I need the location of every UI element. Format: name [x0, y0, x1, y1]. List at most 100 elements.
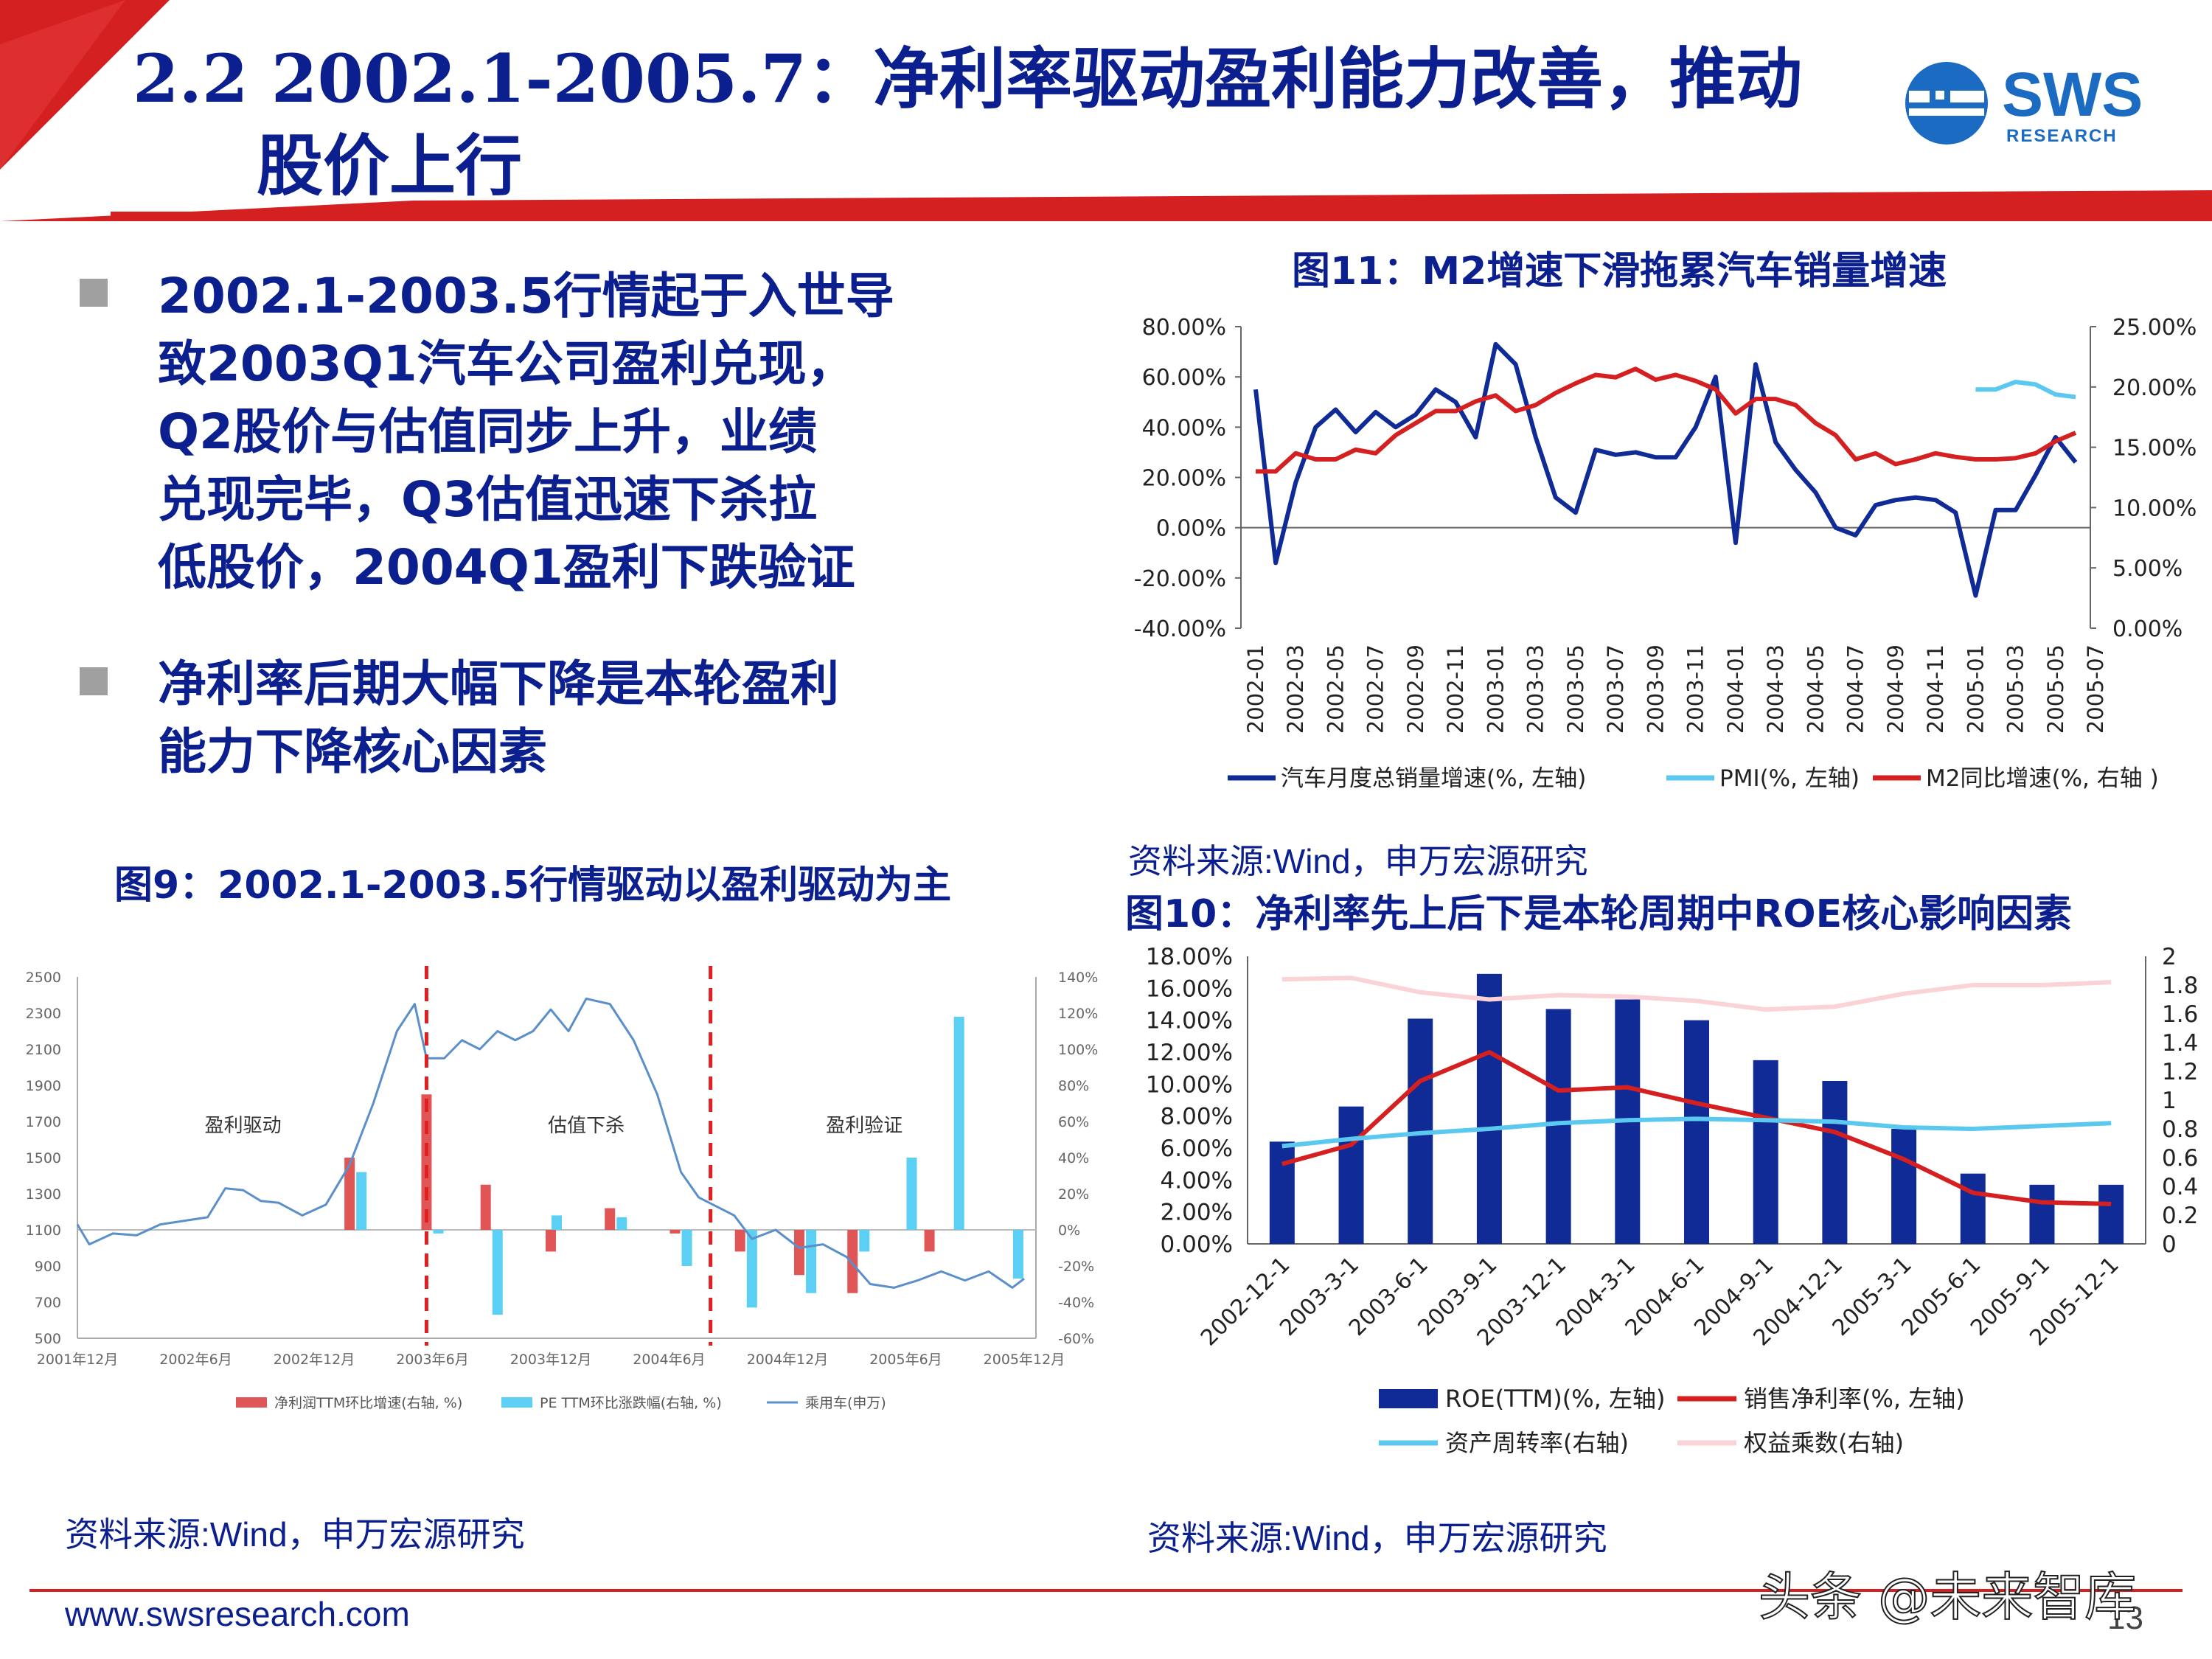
legend-label: M2同比增速(%, 右轴 )	[1926, 765, 2159, 792]
right-tick-label: 10.00%	[2112, 495, 2197, 521]
right-tick-label: 25.00%	[2112, 315, 2197, 341]
header-decoration	[0, 0, 2212, 221]
bullet-2-line: 净利率后期大幅下降是本轮盈利	[158, 655, 839, 712]
left-tick-label: 1500	[26, 1150, 61, 1166]
pe-bar-blue	[616, 1217, 627, 1230]
right-tick-label: 0.8	[2162, 1116, 2198, 1143]
left-tick-label: 500	[35, 1331, 61, 1347]
legend-label: 净利润TTM环比增速(右轴, %)	[274, 1395, 462, 1411]
bullet-1-line: 2002.1-2003.5行情起于入世导	[158, 268, 894, 324]
right-tick-label: 1.8	[2162, 973, 2198, 999]
bullet-2-line: 能力下降核心因素	[158, 723, 547, 780]
series-line	[1975, 379, 2076, 400]
right-tick-label: 80%	[1058, 1078, 1089, 1094]
pe-bar-blue	[953, 1016, 964, 1230]
x-tick-label: 2004-05	[1803, 644, 1828, 734]
right-tick-label: 0.00%	[2112, 616, 2183, 642]
x-tick-label: 2005-03	[2003, 644, 2028, 734]
x-tick-label: 2003-07	[1603, 644, 1628, 734]
x-tick-label: 2005年6月	[869, 1352, 942, 1368]
pe-bar-red	[794, 1230, 805, 1276]
series-line	[1253, 341, 2078, 598]
left-tick-label: 2.00%	[1161, 1200, 1233, 1226]
left-tick-label: 6.00%	[1161, 1135, 1233, 1162]
x-tick-label: 2001年12月	[37, 1352, 119, 1368]
bullet-1-line: Q2股价与估值同步上升，业绩	[158, 403, 818, 460]
sws-globe-icon	[1905, 62, 1988, 145]
legend-swatch	[236, 1397, 267, 1408]
right-tick-label: 1.6	[2162, 1001, 2198, 1028]
left-tick-label: 60.00%	[1142, 365, 1226, 391]
pe-bar-blue	[859, 1230, 870, 1252]
fig11-source: 资料来源:Wind，申万宏源研究	[1128, 842, 1588, 880]
legend-label: 销售净利率(%, 左轴)	[1744, 1385, 1965, 1413]
right-tick-label: 0.2	[2162, 1203, 2198, 1229]
pe-bar-blue	[552, 1215, 562, 1230]
roe-bar	[1684, 1020, 1709, 1244]
series-line	[1256, 366, 2077, 474]
legend-swatch	[1379, 1389, 1438, 1408]
x-tick-label: 2004年6月	[633, 1352, 705, 1368]
fig11-title: 图11：M2增速下滑拖累汽车销量增速	[1292, 249, 1947, 293]
pe-bar-blue	[681, 1230, 692, 1266]
x-tick-label: 2003-05	[1563, 644, 1588, 734]
phase-label: 盈利驱动	[205, 1115, 282, 1137]
roe-bar	[1822, 1081, 1848, 1244]
x-tick-label: 2005-05	[2043, 644, 2068, 734]
right-tick-label: 2	[2162, 944, 2177, 970]
left-tick-label: -40.00%	[1134, 616, 1226, 642]
left-tick-label: 40.00%	[1142, 415, 1226, 441]
right-tick-label: 60%	[1058, 1114, 1089, 1130]
pe-bar-blue	[433, 1230, 444, 1234]
left-tick-label: 900	[35, 1259, 61, 1275]
series-line	[1281, 1050, 2112, 1206]
fig10-source: 资料来源:Wind，申万宏源研究	[1147, 1519, 1607, 1557]
roe-bar	[1476, 973, 1502, 1244]
pe-bar-red	[605, 1208, 616, 1230]
bullet-1-line: 致2003Q1汽车公司盈利兑现，	[158, 335, 855, 392]
x-tick-label: 2003-03	[1523, 644, 1548, 734]
pe-bar-red	[545, 1230, 556, 1252]
pe-bar-blue	[1012, 1230, 1023, 1279]
right-tick-label: 1	[2162, 1088, 2177, 1114]
sws-logo-text: SWS	[2002, 60, 2143, 129]
x-tick-label: 2004年12月	[747, 1352, 829, 1368]
pe-bar-red	[421, 1094, 432, 1230]
legend-label: 乘用车(申万)	[805, 1395, 886, 1411]
series-line	[1281, 975, 2112, 1012]
footer-url[interactable]: www.swsresearch.com	[65, 1595, 410, 1633]
left-tick-label: 2500	[26, 970, 61, 986]
roe-bar	[1891, 1129, 1917, 1244]
bullet-1: 2002.1-2003.5行情起于入世导 致2003Q1汽车公司盈利兑现， Q2…	[158, 262, 894, 602]
right-tick-label: 0	[2162, 1231, 2177, 1258]
series-line	[1281, 1116, 2112, 1149]
x-tick-label: 2002-03	[1283, 644, 1308, 734]
phase-label: 盈利验证	[826, 1115, 902, 1137]
roe-bar	[1753, 1060, 1778, 1244]
fig10-title: 图10：净利率先上后下是本轮周期中ROE核心影响因素	[1125, 892, 2073, 936]
fig9-source: 资料来源:Wind，申万宏源研究	[65, 1515, 525, 1554]
x-tick-label: 2003-09	[1643, 644, 1668, 734]
x-tick-label: 2002年6月	[159, 1352, 232, 1368]
left-tick-label: 14.00%	[1146, 1008, 1233, 1034]
fig10-chart: 18.00%16.00%14.00%12.00%10.00%8.00%6.00%…	[1146, 944, 2199, 1457]
x-tick-label: 2004-09	[1883, 644, 1908, 734]
pe-bar-blue	[746, 1230, 757, 1308]
left-tick-label: 80.00%	[1142, 315, 1226, 341]
legend-label: PE TTM环比涨跌幅(右轴, %)	[540, 1395, 722, 1411]
pe-bar-blue	[356, 1172, 367, 1230]
bullet-1-line: 低股价，2004Q1盈利下跌验证	[158, 539, 855, 596]
left-tick-label: -20.00%	[1134, 566, 1226, 592]
x-tick-label: 2005年12月	[984, 1352, 1065, 1368]
watermark: 头条 @未来智库	[1758, 1566, 2137, 1628]
pe-bar-blue	[906, 1158, 917, 1230]
fig11-chart: 80.00% 60.00% 40.00% 20.00% 0.00% -20.00% -40.…	[1134, 315, 2197, 792]
left-tick-label: 16.00%	[1146, 975, 1233, 1002]
right-tick-label: 140%	[1058, 970, 1098, 986]
right-tick-label: 1.2	[2162, 1059, 2198, 1085]
right-tick-label: -20%	[1058, 1259, 1094, 1275]
right-tick-label: -40%	[1058, 1295, 1094, 1311]
right-tick-label: 100%	[1058, 1042, 1098, 1058]
pe-bar-red	[734, 1230, 745, 1252]
pe-bar-blue	[492, 1230, 503, 1315]
